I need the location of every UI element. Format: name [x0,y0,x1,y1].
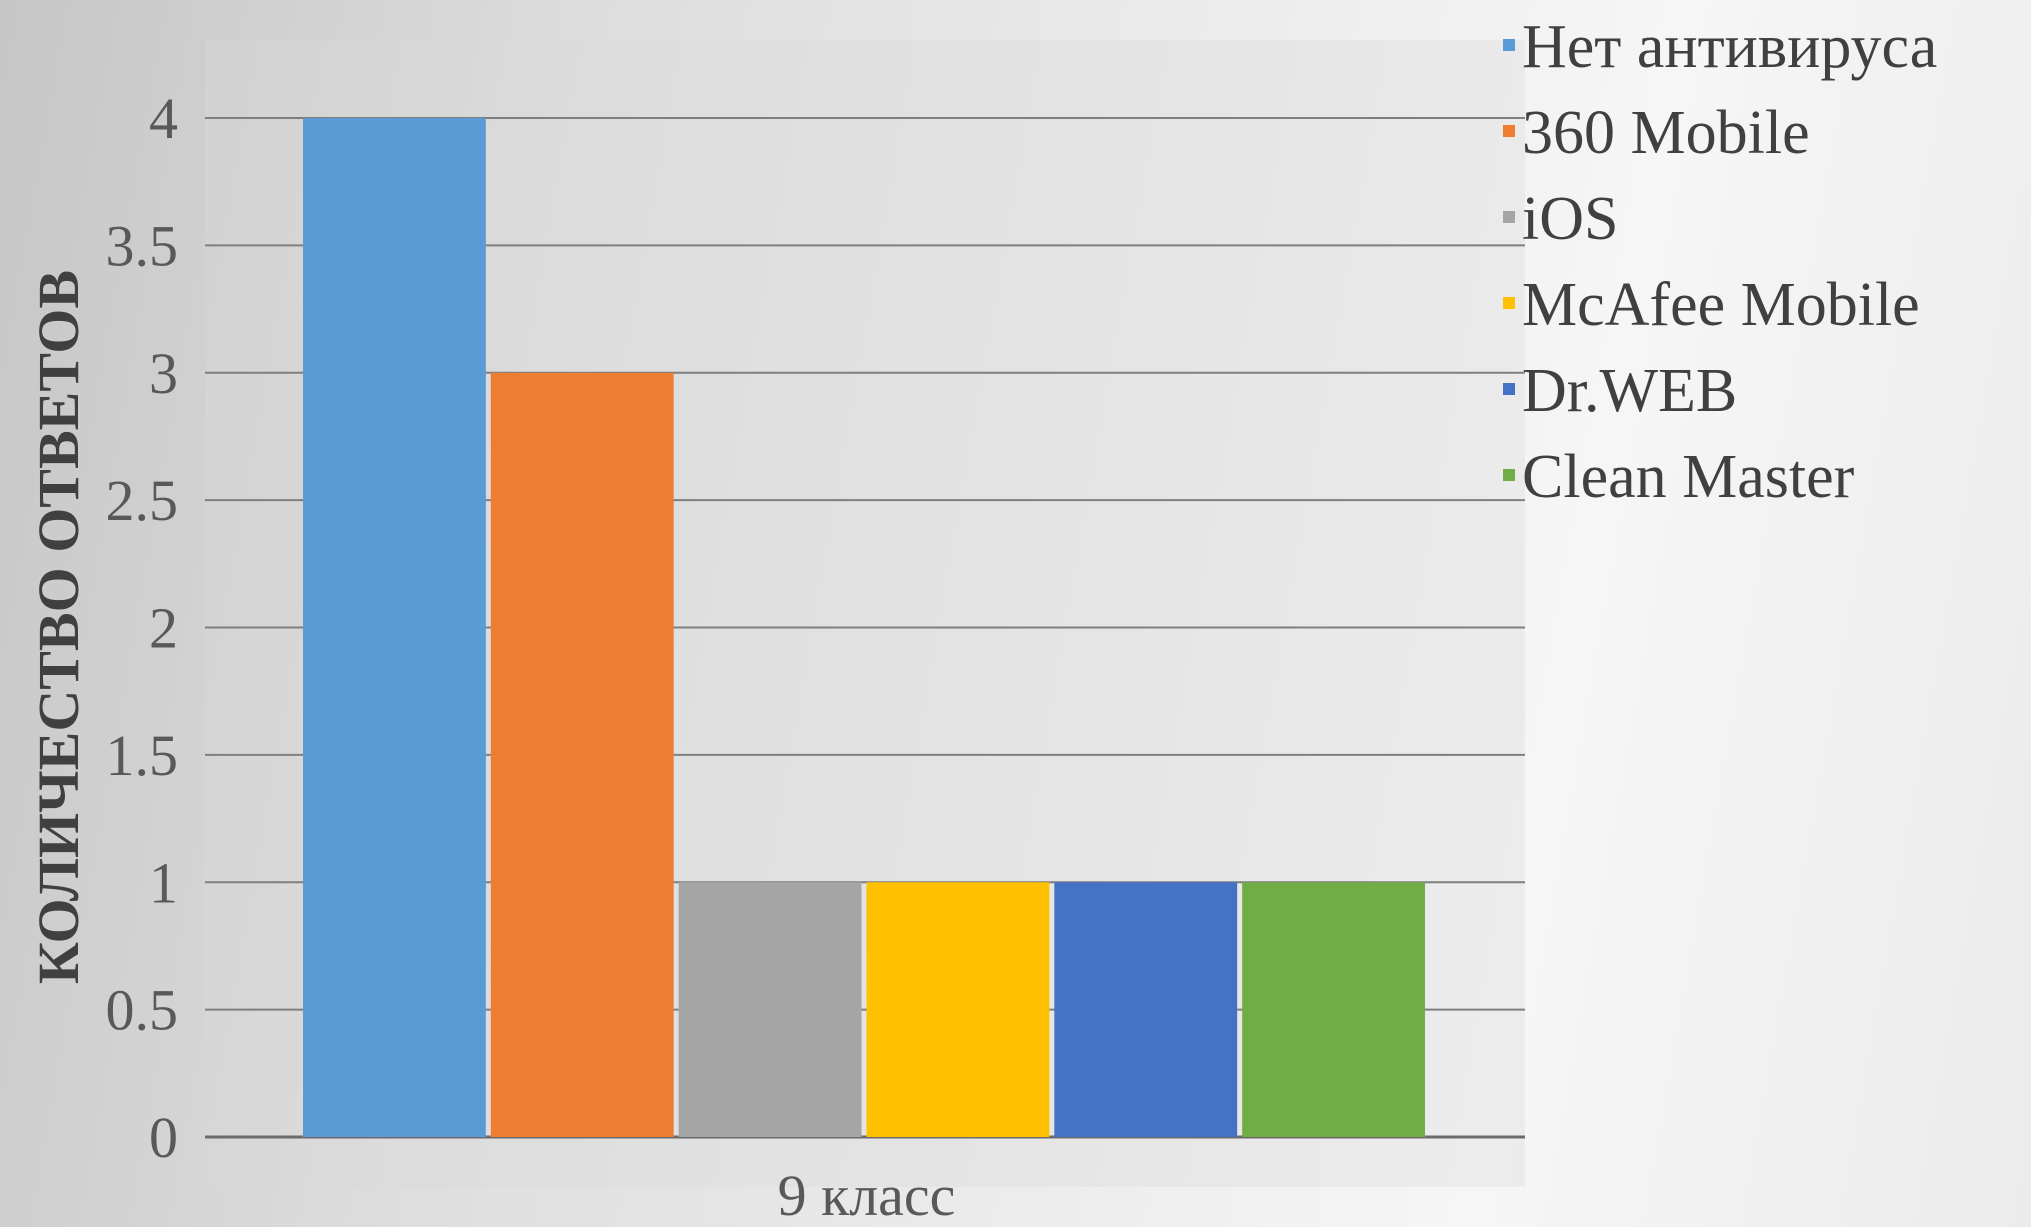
bar-clean-master [1242,882,1425,1137]
y-tick-label: 3 [149,341,178,406]
x-axis-tick-labels: 9 класс [778,1163,956,1227]
legend-swatch [1503,469,1515,481]
y-tick-label: 2.5 [106,468,179,533]
legend-swatch [1503,39,1515,51]
legend-label: 360 Mobile [1522,99,1810,167]
y-tick-label: 3.5 [106,213,179,278]
y-tick-label: 4 [149,86,178,151]
legend-swatch [1503,383,1515,395]
legend-swatch [1503,297,1515,309]
y-tick-label: 1 [149,850,178,915]
bar-ios [678,882,862,1137]
legend: Нет антивируса 360 Mobile iOS McAfee Mobile… [1503,13,1937,511]
legend-label: McAfee Mobile [1522,271,1920,339]
y-axis-tick-labels: 0 0.5 1 1.5 2 2.5 3 3.5 4 [106,86,179,1170]
legend-label: Clean Master [1522,443,1855,511]
legend-label: Нет антивируса [1522,13,1937,81]
y-tick-label: 2 [149,596,178,661]
legend-swatch [1503,125,1515,137]
y-tick-label: 0.5 [106,978,179,1043]
bars [303,118,1425,1137]
bar-360-mobile [490,372,674,1137]
legend-swatch [1503,211,1515,223]
y-tick-label: 1.5 [106,723,179,788]
legend-label: Dr.WEB [1522,357,1737,425]
y-tick-label: 0 [149,1105,178,1170]
legend-label: iOS [1522,185,1618,253]
y-axis-title: КОЛИЧЕСТВО ОТВЕТОВ [26,270,91,984]
x-tick-label: 9 класс [778,1163,956,1227]
bar-нет-антивируса [303,118,486,1137]
bar-dr-web [1054,882,1238,1137]
bar-mcafee-mobile [866,882,1050,1137]
